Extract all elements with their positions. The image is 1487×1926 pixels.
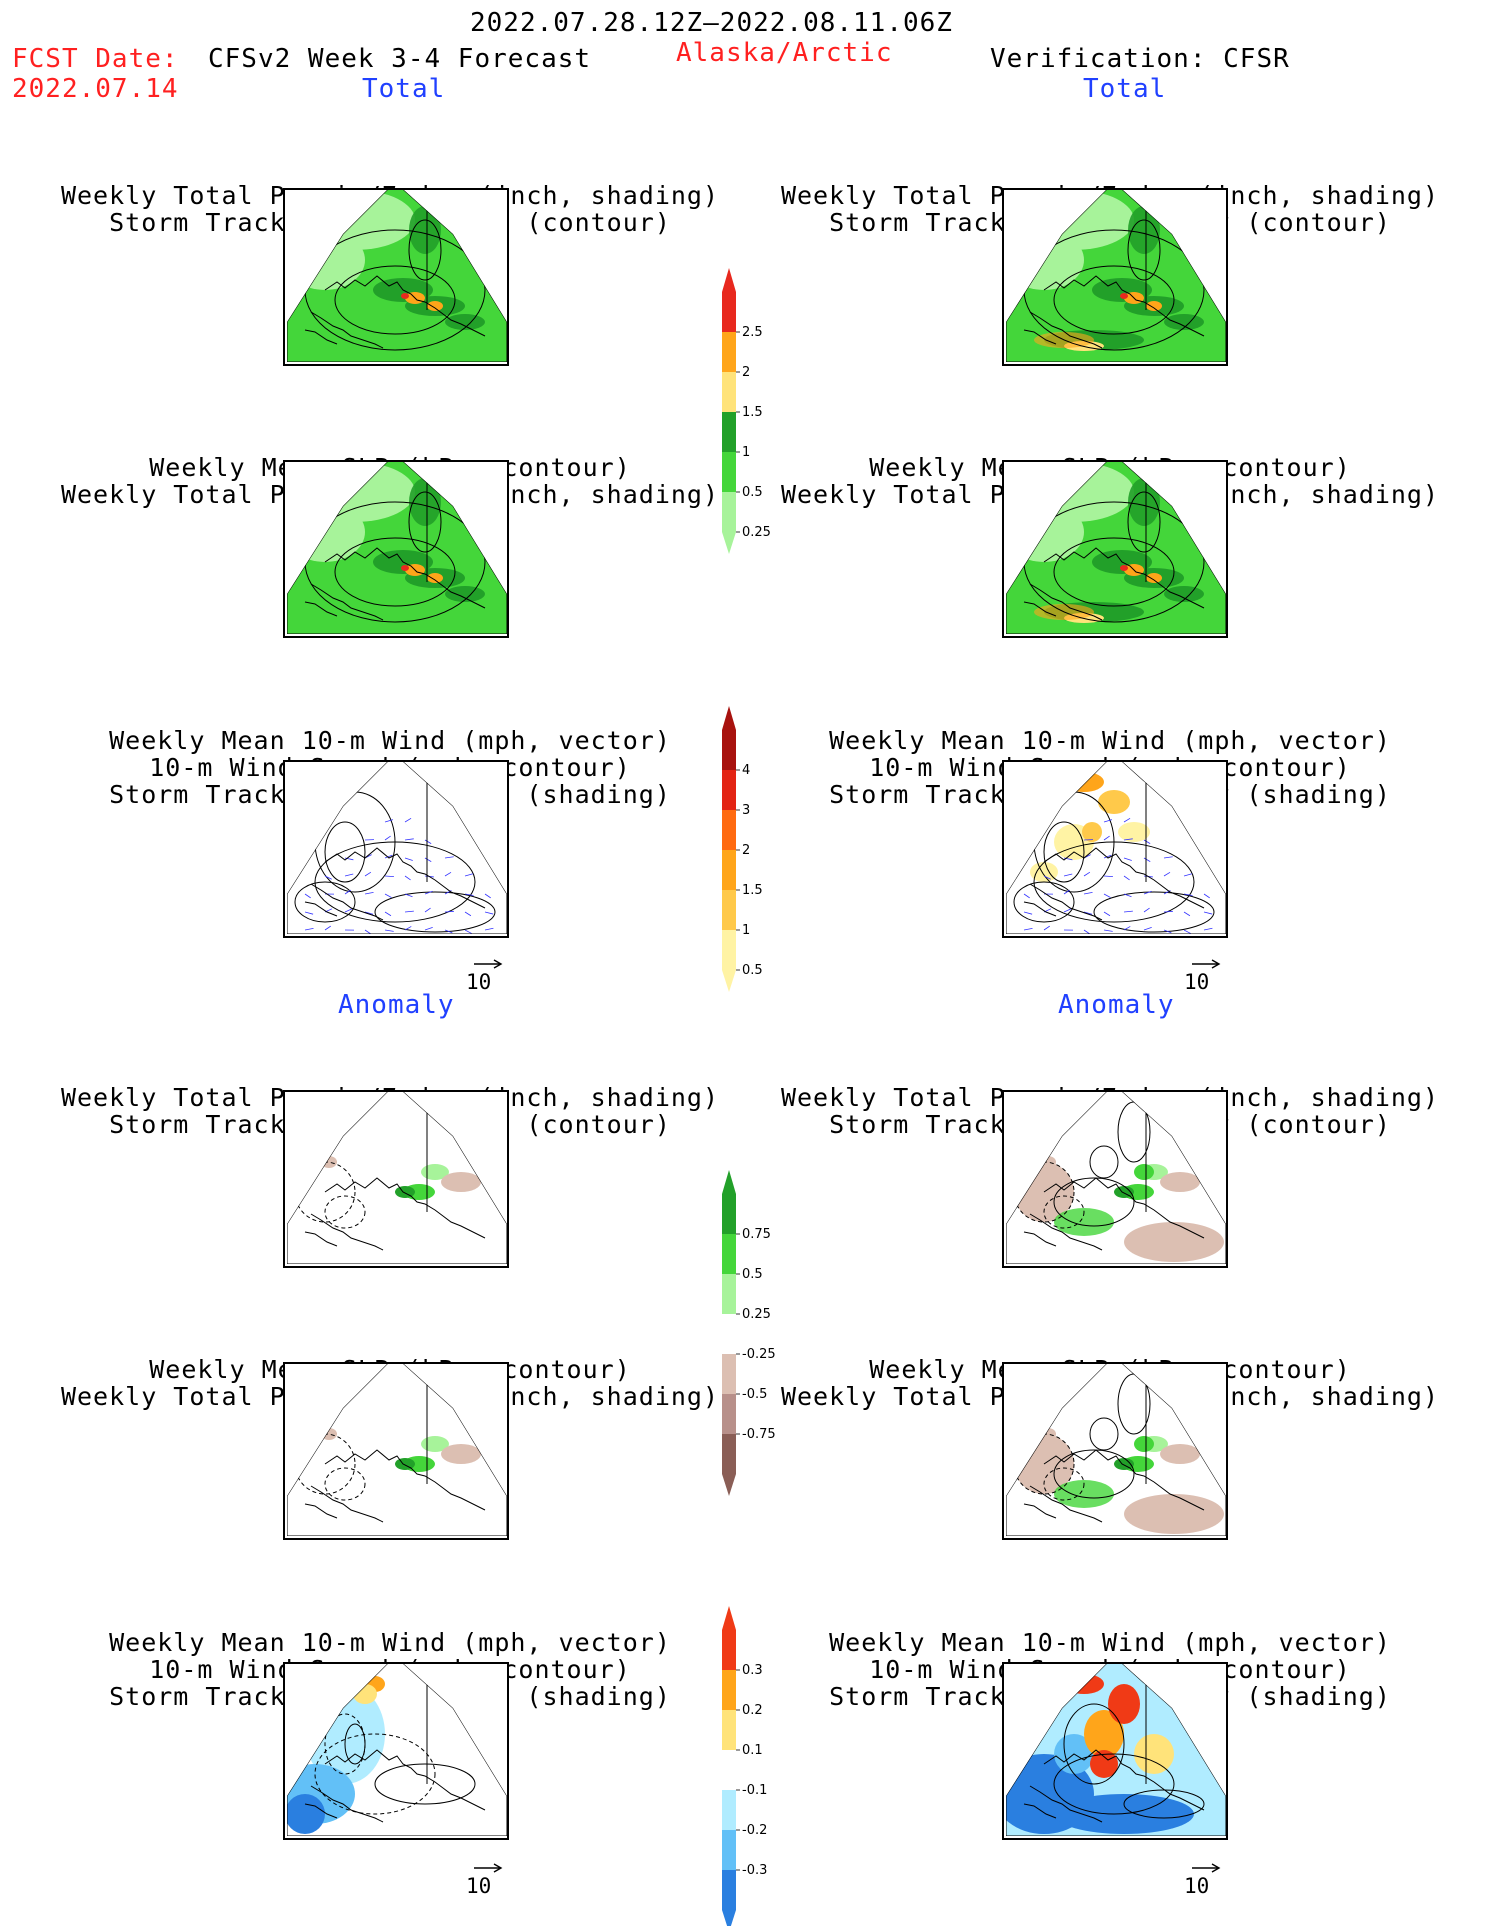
- map-panel-ver-anom-slp: [1002, 1362, 1228, 1540]
- colorbar-swatch: [722, 1790, 736, 1830]
- map-panel-fc-total-precip: [283, 188, 509, 366]
- map-panel-ver-anom-wind: [1002, 1662, 1228, 1840]
- fcst-date: 2022.07.14: [12, 74, 179, 104]
- colorbar-swatch: [722, 1710, 736, 1750]
- region-label: Alaska/Arctic: [676, 38, 893, 68]
- colorbar-tick-label: 0.5: [742, 485, 763, 500]
- date-range: 2022.07.28.12Z–2022.08.11.06Z: [470, 8, 953, 38]
- map-panel-ver-anom-precip: [1002, 1090, 1228, 1268]
- colorbar-swatch: [722, 890, 736, 930]
- fcst-date-label: FCST Date:: [12, 44, 179, 74]
- arrow-right-icon: [1192, 1862, 1222, 1874]
- colorbar-bottom-arrow: [722, 1910, 736, 1926]
- colorbar-tick-label: 2: [742, 843, 750, 858]
- map-panel-fc-anom-precip: [283, 1090, 509, 1268]
- colorbar-tick-label: 4: [742, 763, 750, 778]
- colorbar-precip-total: 2.5 2 1.5 1 0.5 0.25: [718, 268, 808, 548]
- verification-title: Verification: CFSR: [990, 44, 1290, 74]
- map-panel-ver-total-slp: [1002, 460, 1228, 638]
- colorbar-swatch: [722, 332, 736, 372]
- colorbar-swatch: [722, 770, 736, 810]
- colorbar-swatch: [722, 1670, 736, 1710]
- section-total-right: Total: [1083, 74, 1166, 104]
- colorbar-tick-label: 2.5: [742, 325, 763, 340]
- colorbar-top-arrow: [722, 268, 736, 292]
- colorbar-tick-label: -0.75: [742, 1427, 776, 1442]
- colorbar-tick-label: 1: [742, 445, 750, 460]
- colorbar-tick-label: 0.25: [742, 525, 771, 540]
- colorbar-bottom-arrow: [722, 1474, 736, 1496]
- colorbar-tick-label: 0.25: [742, 1307, 771, 1322]
- colorbar-swatch: [722, 452, 736, 492]
- colorbar-top-arrow: [722, 706, 736, 730]
- section-anomaly-left: Anomaly: [338, 990, 455, 1020]
- colorbar-swatch: [722, 1750, 736, 1790]
- vector-ref-fc-total: 10: [466, 958, 504, 994]
- colorbar-swatch: [722, 730, 736, 770]
- colorbar-swatch: [722, 492, 736, 532]
- colorbar-swatch: [722, 1394, 736, 1434]
- colorbar-swatch: [722, 810, 736, 850]
- colorbar-top-arrow: [722, 1606, 736, 1630]
- colorbar-precip-anom: 0.75 0.5 0.25 -0.25 -0.5 -0.75: [718, 1170, 808, 1490]
- colorbar-swatch: [722, 1274, 736, 1314]
- section-anomaly-right: Anomaly: [1058, 990, 1175, 1020]
- colorbar-swatch: [722, 412, 736, 452]
- colorbar-tick-label: 1.5: [742, 405, 763, 420]
- colorbar-storm-total: 4 3 2 1.5 1 0.5: [718, 706, 808, 986]
- colorbar-swatch: [722, 372, 736, 412]
- map-panel-fc-anom-slp: [283, 1362, 509, 1540]
- colorbar-tick-label: 0.5: [742, 963, 763, 978]
- colorbar-swatch: [722, 1630, 736, 1670]
- map-panel-fc-total-wind: [283, 760, 509, 938]
- colorbar-tick-label: 0.2: [742, 1703, 763, 1718]
- colorbar-swatch: [722, 1434, 736, 1474]
- colorbar-tick-label: 0.75: [742, 1227, 771, 1242]
- colorbar-tick-label: -0.3: [742, 1863, 767, 1878]
- vector-ref-ver-total: 10: [1184, 958, 1222, 994]
- colorbar-tick-label: 0.3: [742, 1663, 763, 1678]
- vector-ref-ver-anom: 10: [1184, 1862, 1222, 1898]
- forecast-title: CFSv2 Week 3-4 Forecast: [208, 44, 591, 74]
- colorbar-bottom-arrow: [722, 970, 736, 992]
- colorbar-storm-anom: 0.3 0.2 0.1 -0.1 -0.2 -0.3: [718, 1606, 808, 1926]
- colorbar-swatch: [722, 930, 736, 970]
- colorbar-swatch: [722, 1870, 736, 1910]
- map-panel-ver-total-precip: [1002, 188, 1228, 366]
- colorbar-swatch: [722, 1830, 736, 1870]
- colorbar-tick-label: 3: [742, 803, 750, 818]
- arrow-right-icon: [1192, 958, 1222, 970]
- colorbar-tick-label: 2: [742, 365, 750, 380]
- colorbar-swatch: [722, 1314, 736, 1354]
- colorbar-tick-label: 1.5: [742, 883, 763, 898]
- colorbar-tick-label: 1: [742, 923, 750, 938]
- colorbar-swatch: [722, 850, 736, 890]
- colorbar-tick-label: -0.5: [742, 1387, 767, 1402]
- colorbar-tick-label: 0.1: [742, 1743, 763, 1758]
- arrow-right-icon: [474, 958, 504, 970]
- colorbar-tick-label: -0.1: [742, 1783, 767, 1798]
- map-panel-fc-anom-wind: [283, 1662, 509, 1840]
- colorbar-tick-label: -0.2: [742, 1823, 767, 1838]
- colorbar-swatch: [722, 1194, 736, 1234]
- colorbar-swatch: [722, 1234, 736, 1274]
- map-panel-fc-total-slp: [283, 460, 509, 638]
- map-panel-ver-total-wind: [1002, 760, 1228, 938]
- colorbar-tick-label: -0.25: [742, 1347, 776, 1362]
- colorbar-swatch: [722, 1354, 736, 1394]
- section-total-left: Total: [362, 74, 445, 104]
- vector-ref-fc-anom: 10: [466, 1862, 504, 1898]
- colorbar-top-arrow: [722, 1170, 736, 1194]
- arrow-right-icon: [474, 1862, 504, 1874]
- colorbar-bottom-arrow: [722, 532, 736, 554]
- colorbar-swatch: [722, 292, 736, 332]
- colorbar-tick-label: 0.5: [742, 1267, 763, 1282]
